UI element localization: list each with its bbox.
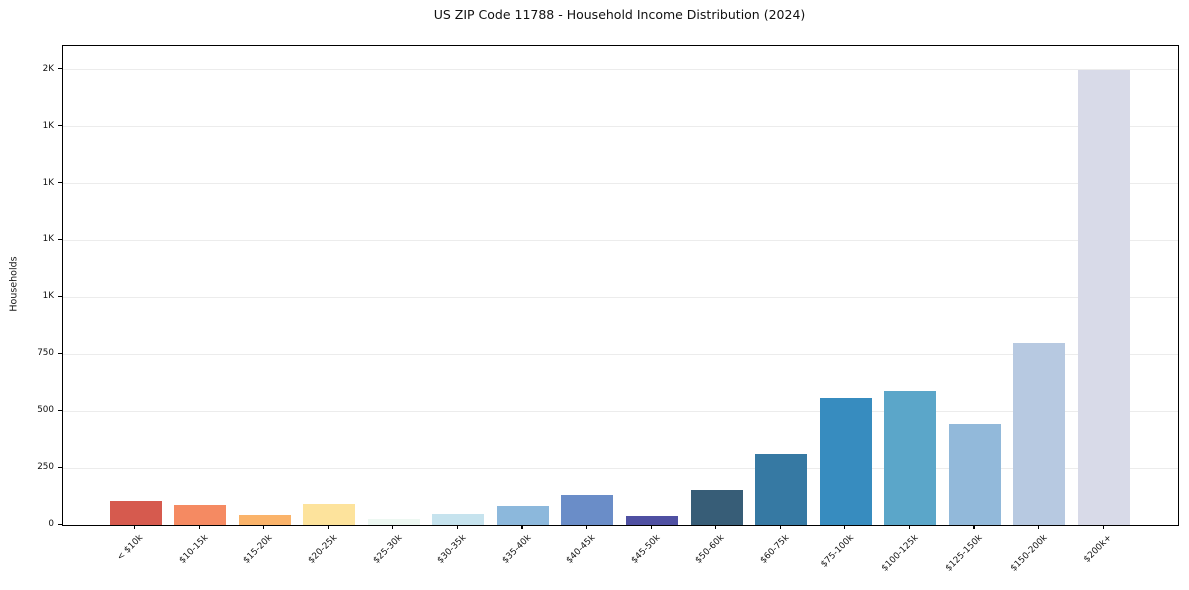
y-tick-label: 0 (48, 519, 54, 529)
x-tick-label: $60-75k (758, 533, 792, 566)
bar (1013, 342, 1066, 525)
y-tick-label: 750 (37, 348, 54, 359)
x-tick-label: $15-20k (241, 533, 275, 566)
y-tick-mark (58, 238, 62, 241)
x-tick-label: $30-35k (435, 533, 469, 566)
plot-area (62, 45, 1179, 526)
y-tick-label: 2K (42, 63, 54, 74)
bar (626, 515, 679, 525)
y-tick-label: 1K (42, 234, 54, 245)
y-tick-mark (58, 182, 62, 184)
x-tick-mark (263, 525, 265, 529)
x-tick-label: $45-50k (629, 533, 663, 566)
x-tick-label: $150-200k (1008, 533, 1050, 574)
bar (561, 494, 614, 525)
bar (303, 504, 356, 525)
x-tick-mark (585, 525, 588, 529)
x-tick-label: < $10k (115, 533, 146, 563)
bar (1078, 69, 1131, 525)
x-tick-mark (908, 525, 911, 529)
bar (948, 423, 1001, 525)
x-tick-label: $20-25k (306, 533, 340, 566)
chart-title: US ZIP Code 11788 - Household Income Dis… (433, 7, 806, 22)
y-tick-label: 1K (42, 177, 54, 188)
y-tick-label: 1K (42, 291, 54, 302)
y-tick-label: 1K (42, 120, 54, 131)
x-tick-label: $200k+ (1082, 533, 1115, 565)
gridline (63, 126, 1178, 128)
x-tick-mark (392, 525, 394, 529)
y-tick-mark (58, 125, 62, 127)
bar (238, 515, 291, 525)
gridline (63, 296, 1178, 298)
x-tick-label: $75-100k (819, 533, 856, 570)
y-tick-mark (58, 295, 62, 298)
x-tick-label: $125-150k (944, 533, 985, 574)
x-tick-mark (650, 525, 652, 529)
bar (496, 505, 549, 525)
x-tick-mark (715, 525, 717, 529)
gridline (63, 183, 1178, 184)
bar (432, 514, 485, 525)
x-tick-mark (327, 525, 329, 529)
y-tick-mark (58, 409, 62, 411)
bar (690, 490, 743, 525)
x-tick-label: $35-40k (500, 533, 533, 566)
y-axis-label: Households (8, 256, 20, 312)
x-tick-mark (521, 525, 523, 529)
gridline (63, 353, 1178, 355)
x-tick-mark (1037, 525, 1040, 529)
y-tick-mark (58, 523, 62, 525)
x-tick-mark (973, 525, 975, 529)
x-tick-mark (779, 525, 781, 529)
x-tick-label: $50-60k (693, 533, 727, 566)
x-tick-mark (198, 525, 200, 529)
gridline (63, 239, 1178, 241)
bar (884, 390, 937, 525)
x-tick-label: $40-45k (564, 533, 598, 566)
x-tick-label: $10-15k (177, 533, 211, 566)
x-tick-mark (844, 525, 846, 529)
bar (819, 397, 872, 525)
y-tick-label: 250 (37, 462, 54, 473)
bar (755, 453, 808, 525)
x-tick-label: $25-30k (371, 533, 404, 566)
gridline (63, 467, 1178, 469)
bar (109, 501, 162, 525)
y-tick-label: 500 (37, 405, 54, 416)
x-tick-mark (456, 525, 459, 529)
x-tick-mark (134, 525, 136, 529)
x-tick-mark (1102, 525, 1104, 529)
bar (174, 504, 227, 525)
gridline (63, 69, 1178, 71)
y-tick-mark (58, 466, 62, 468)
x-tick-label: $100-125k (879, 533, 921, 574)
bar (367, 518, 420, 525)
y-tick-mark (58, 352, 62, 354)
gridline (63, 410, 1178, 412)
y-tick-mark (58, 68, 62, 70)
